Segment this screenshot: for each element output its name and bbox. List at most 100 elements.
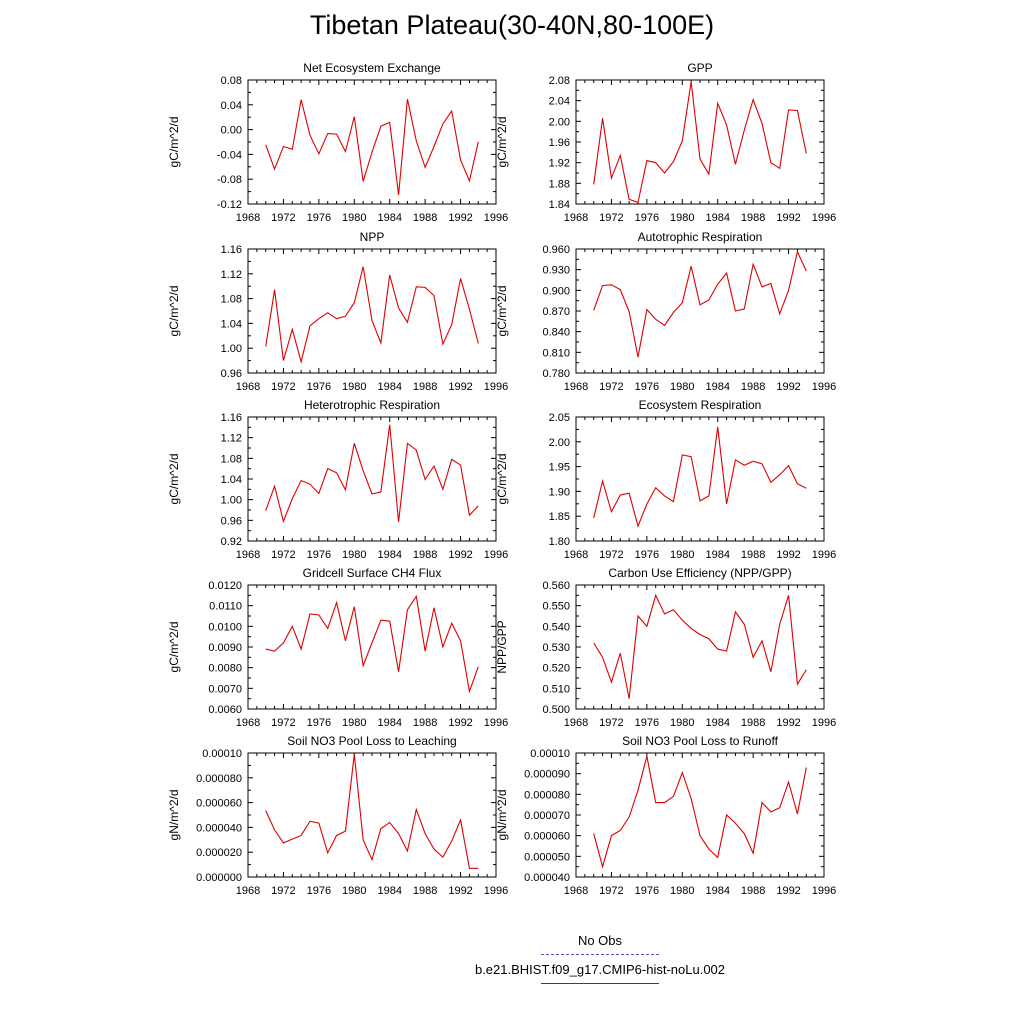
legend-obs-line (541, 954, 659, 955)
x-tick-label: 1980 (670, 212, 694, 224)
series-line (593, 81, 807, 204)
x-tick-label: 1996 (484, 212, 508, 224)
y-axis-label: gC/m^2/d (167, 286, 181, 337)
x-tick-label: 1968 (236, 212, 260, 224)
x-tick-label: 1980 (670, 885, 694, 897)
y-tick-label: 0.840 (542, 327, 570, 339)
chart-title: Ecosystem Respiration (639, 398, 762, 412)
x-tick-label: 1992 (776, 212, 800, 224)
x-tick-label: 1976 (635, 381, 659, 393)
chart-title: Net Ecosystem Exchange (303, 61, 441, 75)
x-tick-label: 1988 (741, 381, 765, 393)
y-tick-label: -0.12 (217, 199, 242, 211)
x-tick-label: 1972 (271, 381, 295, 393)
chart-panel-3: NPP gC/m^2/d 0.96 1.00 1.04 1.08 1.12 1.16 1968 1… (167, 230, 508, 393)
y-tick-label: 0.000000 (196, 872, 242, 884)
x-tick-label: 1996 (812, 381, 836, 393)
x-tick-label: 1968 (236, 717, 260, 729)
y-tick-label: 0.000040 (196, 822, 242, 834)
x-tick-label: 1988 (741, 717, 765, 729)
x-tick-label: 1988 (413, 549, 437, 561)
y-tick-label: 1.95 (549, 462, 570, 474)
y-tick-label: 0.930 (542, 265, 570, 277)
plot-frame (247, 584, 497, 710)
x-tick-label: 1976 (307, 212, 331, 224)
y-tick-label: 0.000070 (524, 810, 570, 822)
chart-panel-10: Soil NO3 Pool Loss to Runoff gN/m^2/d 0.00… (495, 734, 836, 897)
x-tick-label: 1984 (377, 885, 401, 897)
y-tick-label: 0.000090 (524, 769, 570, 781)
y-tick-label: 0.900 (542, 285, 570, 297)
x-tick-label: 1984 (705, 549, 729, 561)
x-tick-label: 1972 (599, 549, 623, 561)
y-tick-label: 0.530 (542, 642, 570, 654)
y-tick-label: 0.510 (542, 683, 570, 695)
y-tick-label: 0.500 (542, 704, 570, 716)
y-tick-label: 2.00 (549, 437, 570, 449)
y-axis-label: gC/m^2/d (495, 286, 509, 337)
series-line (593, 755, 807, 869)
y-tick-label: 1.04 (221, 318, 242, 330)
y-tick-label: 0.000080 (524, 789, 570, 801)
x-tick-label: 1996 (812, 885, 836, 897)
chart-panel-8: Carbon Use Efficiency (NPP/GPP) NPP/GPP 0.… (495, 566, 836, 729)
x-tick-label: 1980 (670, 381, 694, 393)
x-tick-label: 1984 (377, 717, 401, 729)
x-tick-label: 1984 (377, 549, 401, 561)
y-tick-label: 0.000050 (524, 851, 570, 863)
y-axis-label: gC/m^2/d (495, 454, 509, 505)
chart-panel-2: GPP gC/m^2/d 1.84 1.88 1.92 1.96 2.00 2.04 2.08 1… (495, 61, 836, 224)
y-tick-label: 1.12 (221, 269, 242, 281)
y-tick-label: 2.08 (549, 75, 570, 87)
series-line (265, 266, 479, 364)
y-tick-label: 0.000060 (196, 798, 242, 810)
x-tick-label: 1988 (413, 717, 437, 729)
chart-panel-6: Ecosystem Respiration gC/m^2/d 1.80 1.85 1.9… (495, 398, 836, 561)
y-axis-label: gN/m^2/d (495, 790, 509, 841)
y-tick-label: 0.000060 (524, 831, 570, 843)
x-tick-label: 1972 (599, 885, 623, 897)
x-tick-label: 1968 (236, 381, 260, 393)
y-tick-label: 0.520 (542, 663, 570, 675)
y-tick-label: 0.04 (221, 100, 242, 112)
y-tick-label: 0.780 (542, 368, 570, 380)
y-tick-label: 1.00 (221, 343, 242, 355)
series-line (265, 754, 479, 869)
x-tick-label: 1976 (307, 549, 331, 561)
y-axis-label: gC/m^2/d (167, 454, 181, 505)
x-tick-label: 1992 (776, 381, 800, 393)
x-tick-label: 1968 (564, 549, 588, 561)
y-tick-label: 1.90 (549, 486, 570, 498)
y-tick-label: 2.04 (549, 96, 570, 108)
chart-panel-1: Net Ecosystem Exchange gC/m^2/d -0.12 -0.08… (167, 61, 508, 224)
x-tick-label: 1996 (484, 549, 508, 561)
x-tick-label: 1976 (635, 717, 659, 729)
x-tick-label: 1972 (599, 212, 623, 224)
y-tick-label: 0.0080 (208, 663, 242, 675)
x-tick-label: 1992 (776, 549, 800, 561)
chart-title: Carbon Use Efficiency (NPP/GPP) (608, 566, 791, 580)
y-tick-label: -0.04 (217, 149, 242, 161)
y-tick-label: 1.04 (221, 474, 242, 486)
x-tick-label: 1988 (413, 212, 437, 224)
chart-title: NPP (360, 230, 385, 244)
y-axis-label: gN/m^2/d (167, 790, 181, 841)
x-tick-label: 1980 (342, 885, 366, 897)
plot-frame (575, 752, 825, 878)
x-tick-label: 1992 (448, 885, 472, 897)
x-tick-label: 1976 (307, 717, 331, 729)
y-tick-label: 0.550 (542, 601, 570, 613)
chart-title: Heterotrophic Respiration (304, 398, 440, 412)
x-tick-label: 1980 (670, 717, 694, 729)
page-title: Tibetan Plateau(30-40N,80-100E) (309, 10, 715, 40)
x-tick-label: 1976 (307, 381, 331, 393)
x-tick-label: 1996 (484, 717, 508, 729)
x-tick-label: 1988 (413, 381, 437, 393)
x-tick-label: 1984 (377, 212, 401, 224)
y-tick-label: -0.08 (217, 174, 242, 186)
plot-frame (247, 79, 497, 205)
x-tick-label: 1988 (413, 885, 437, 897)
y-tick-label: 1.84 (549, 199, 570, 211)
x-tick-label: 1992 (776, 717, 800, 729)
y-tick-label: 0.560 (542, 580, 570, 592)
